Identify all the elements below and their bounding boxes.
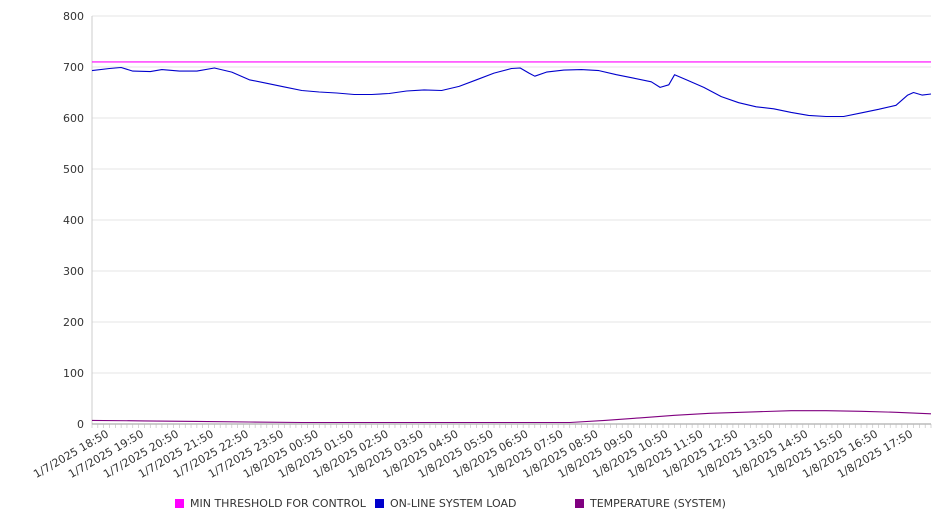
series-line-1 (91, 66, 932, 118)
series-line-2 (91, 410, 932, 424)
grid-lines (92, 15, 931, 374)
series-lines (91, 61, 932, 424)
y-tick-label: 500 (63, 163, 84, 176)
legend-item-temperature[interactable]: TEMPERATURE (SYSTEM) (575, 497, 726, 510)
y-tick-label: 0 (77, 418, 84, 431)
legend-swatch-min-threshold (175, 499, 184, 508)
legend-item-system-load[interactable]: ON-LINE SYSTEM LOAD (375, 497, 516, 510)
axes (91, 16, 932, 428)
y-tick-label: 800 (63, 10, 84, 23)
y-tick-labels: 0 100 200 300 400 500 600 700 800 (63, 10, 84, 431)
legend-label-min-threshold: MIN THRESHOLD FOR CONTROL (190, 497, 366, 510)
x-tick-labels: 1/7/2025 18:501/7/2025 19:501/7/2025 20:… (31, 427, 915, 481)
legend-swatch-system-load (375, 499, 384, 508)
legend-swatch-temperature (575, 499, 584, 508)
y-tick-label: 200 (63, 316, 84, 329)
legend: MIN THRESHOLD FOR CONTROL ON-LINE SYSTEM… (0, 497, 946, 517)
y-tick-label: 600 (63, 112, 84, 125)
y-tick-label: 700 (63, 61, 84, 74)
y-tick-label: 400 (63, 214, 84, 227)
legend-label-temperature: TEMPERATURE (SYSTEM) (590, 497, 726, 510)
y-tick-label: 300 (63, 265, 84, 278)
y-tick-label: 100 (63, 367, 84, 380)
legend-item-min-threshold[interactable]: MIN THRESHOLD FOR CONTROL (175, 497, 366, 510)
legend-label-system-load: ON-LINE SYSTEM LOAD (390, 497, 517, 510)
